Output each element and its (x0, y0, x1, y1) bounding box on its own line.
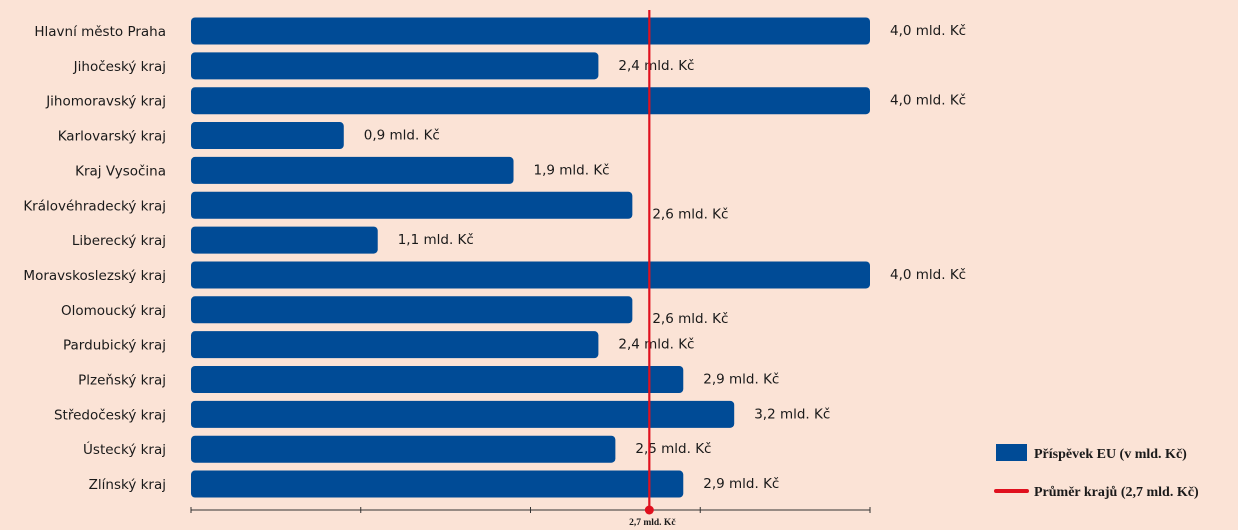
value-label: 2,5 mld. Kč (635, 441, 711, 457)
x-axis (190, 507, 871, 513)
category-label: Plzeňský kraj (78, 373, 166, 389)
category-label: Královéhradecký kraj (23, 198, 166, 214)
category-label: Olomoucký kraj (61, 303, 166, 319)
category-label: Jihočeský kraj (73, 59, 166, 75)
legend: Příspěvek EU (v mld. Kč) Průměr krajů (2,… (994, 444, 1199, 500)
value-label: 2,4 mld. Kč (618, 337, 694, 353)
category-label: Pardubický kraj (63, 338, 166, 354)
category-label: Zlínský kraj (89, 477, 166, 493)
value-label: 4,0 mld. Kč (890, 93, 966, 109)
category-label: Hlavní město Praha (34, 24, 166, 40)
category-label: Moravskoslezský kraj (23, 268, 166, 284)
category-label: Jihomoravský kraj (45, 94, 166, 110)
value-label: 2,9 mld. Kč (703, 476, 779, 492)
category-label: Karlovarský kraj (58, 129, 166, 145)
bar (191, 17, 870, 45)
value-label: 2,6 mld. Kč (652, 311, 728, 327)
bar (191, 191, 633, 219)
bar (191, 52, 599, 80)
value-label: 2,4 mld. Kč (618, 58, 694, 74)
bar (191, 331, 599, 359)
legend-label-eu: Příspěvek EU (v mld. Kč) (1034, 447, 1187, 462)
bar (191, 470, 684, 498)
value-label: 4,0 mld. Kč (890, 267, 966, 283)
value-label: 1,9 mld. Kč (534, 162, 610, 178)
bar (191, 122, 344, 150)
category-label: Kraj Vysočina (75, 163, 166, 179)
value-label: 1,1 mld. Kč (398, 232, 474, 248)
bar (191, 366, 684, 393)
bar (191, 87, 870, 115)
average-axis-label: 2,7 mld. Kč (629, 518, 675, 528)
bars (191, 17, 870, 498)
bar (191, 400, 735, 428)
value-label: 0,9 mld. Kč (364, 128, 440, 144)
average-reference: 2,7 mld. Kč (629, 10, 676, 528)
bar (191, 261, 870, 289)
value-label: 3,2 mld. Kč (754, 406, 830, 422)
legend-swatch-eu (996, 444, 1027, 461)
bar (191, 296, 633, 324)
category-labels: Hlavní město Praha Jihočeský kraj Jihomora… (23, 24, 166, 493)
value-label: 2,6 mld. Kč (652, 206, 728, 222)
bar (191, 156, 514, 184)
category-label: Středočeský kraj (54, 407, 166, 423)
average-marker (644, 505, 654, 515)
bar (191, 226, 378, 254)
bar (191, 435, 616, 463)
value-label: 4,0 mld. Kč (890, 23, 966, 39)
value-labels: 4,0 mld. Kč 2,4 mld. Kč 4,0 mld. Kč 0,9 mld… (364, 23, 966, 492)
category-label: Ústecký kraj (83, 440, 166, 458)
legend-label-average: Průměr krajů (2,7 mld. Kč) (1034, 485, 1199, 500)
value-label: 2,9 mld. Kč (703, 372, 779, 388)
category-label: Liberecký kraj (72, 233, 166, 249)
